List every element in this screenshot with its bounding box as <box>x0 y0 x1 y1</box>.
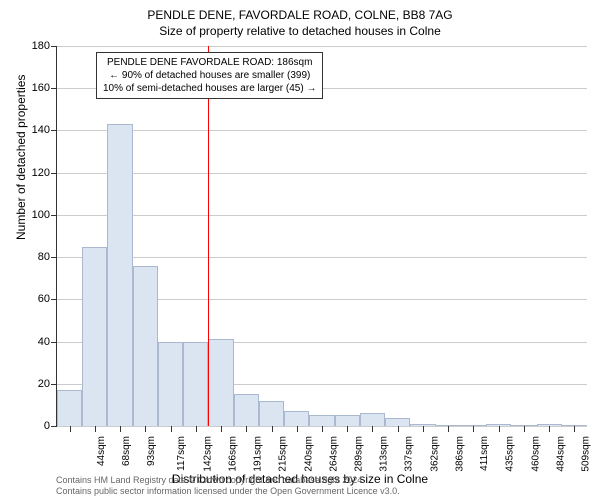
x-tick <box>95 426 96 432</box>
x-tick <box>70 426 71 432</box>
grid-line <box>57 130 587 131</box>
x-tick-label: 191sqm <box>253 436 264 472</box>
x-tick-label: 386sqm <box>455 436 466 472</box>
y-tick-label: 120 <box>32 167 50 179</box>
histogram-bar <box>335 415 360 426</box>
x-tick <box>574 426 575 432</box>
x-tick <box>423 426 424 432</box>
x-tick-label: 264sqm <box>328 436 339 472</box>
footer-line-1: Contains HM Land Registry data © Crown c… <box>56 475 400 487</box>
x-tick <box>524 426 525 432</box>
y-axis-title: Number of detached properties <box>14 75 28 240</box>
x-tick <box>272 426 273 432</box>
x-tick <box>372 426 373 432</box>
x-tick <box>297 426 298 432</box>
y-tick <box>51 88 57 89</box>
histogram-bar <box>234 394 259 426</box>
x-tick-label: 337sqm <box>404 436 415 472</box>
histogram-bar <box>82 247 107 426</box>
annotation-line-1: PENDLE DENE FAVORDALE ROAD: 186sqm <box>103 56 316 69</box>
chart-plot-area: 02040608010012014016018044sqm68sqm93sqm1… <box>56 46 586 426</box>
x-tick-label: 215sqm <box>278 436 289 472</box>
histogram-bar <box>284 411 309 426</box>
footer-attribution: Contains HM Land Registry data © Crown c… <box>56 475 400 498</box>
y-tick-label: 100 <box>32 209 50 221</box>
y-tick-label: 20 <box>38 378 50 390</box>
x-tick-label: 313sqm <box>379 436 390 472</box>
x-tick-label: 289sqm <box>354 436 365 472</box>
y-tick-label: 40 <box>38 336 50 348</box>
x-tick-label: 142sqm <box>202 436 213 472</box>
y-tick-label: 0 <box>44 420 50 432</box>
marker-line <box>208 46 209 426</box>
histogram-bar <box>385 418 410 426</box>
x-tick-label: 117sqm <box>176 436 187 471</box>
y-tick <box>51 46 57 47</box>
x-tick <box>499 426 500 432</box>
histogram-bar <box>259 401 284 426</box>
histogram-bar <box>360 413 385 426</box>
grid-line <box>57 173 587 174</box>
histogram-bar <box>57 390 82 426</box>
histogram-bar <box>183 342 208 426</box>
x-tick-label: 240sqm <box>303 436 314 472</box>
x-tick-label: 509sqm <box>581 436 592 472</box>
histogram-bar <box>107 124 132 426</box>
footer-line-2: Contains public sector information licen… <box>56 486 400 498</box>
x-tick-label: 44sqm <box>96 436 107 466</box>
histogram-bar <box>133 266 158 426</box>
y-tick <box>51 130 57 131</box>
x-tick <box>171 426 172 432</box>
y-tick-label: 80 <box>38 251 50 263</box>
x-tick <box>221 426 222 432</box>
y-tick-label: 180 <box>32 40 50 52</box>
grid-line <box>57 46 587 47</box>
histogram-bar <box>208 339 233 426</box>
x-tick-label: 411sqm <box>479 436 490 471</box>
histogram-bar <box>158 342 183 426</box>
y-tick <box>51 342 57 343</box>
y-tick-label: 140 <box>32 124 50 136</box>
x-tick-label: 362sqm <box>429 436 440 472</box>
x-tick <box>145 426 146 432</box>
x-tick-label: 166sqm <box>227 436 238 472</box>
chart-subtitle: Size of property relative to detached ho… <box>0 24 600 38</box>
grid-line <box>57 215 587 216</box>
annotation-line-3: 10% of semi-detached houses are larger (… <box>103 82 316 95</box>
x-tick <box>120 426 121 432</box>
annotation-line-2: ← 90% of detached houses are smaller (39… <box>103 69 316 82</box>
x-tick-label: 93sqm <box>146 436 157 466</box>
y-tick <box>51 215 57 216</box>
y-tick-label: 60 <box>38 293 50 305</box>
x-tick <box>398 426 399 432</box>
x-tick <box>473 426 474 432</box>
x-tick <box>196 426 197 432</box>
y-tick <box>51 384 57 385</box>
y-tick <box>51 426 57 427</box>
y-tick <box>51 299 57 300</box>
x-tick <box>549 426 550 432</box>
x-tick-label: 484sqm <box>555 436 566 472</box>
annotation-box: PENDLE DENE FAVORDALE ROAD: 186sqm ← 90%… <box>96 52 323 99</box>
x-tick <box>448 426 449 432</box>
x-tick <box>347 426 348 432</box>
x-tick-label: 460sqm <box>530 436 541 472</box>
x-tick <box>246 426 247 432</box>
y-tick <box>51 257 57 258</box>
x-tick-label: 68sqm <box>121 436 132 466</box>
y-tick <box>51 173 57 174</box>
chart-title: PENDLE DENE, FAVORDALE ROAD, COLNE, BB8 … <box>0 0 600 22</box>
x-tick <box>322 426 323 432</box>
histogram-bar <box>309 415 334 426</box>
grid-line <box>57 257 587 258</box>
x-tick-label: 435sqm <box>505 436 516 472</box>
y-tick-label: 160 <box>32 82 50 94</box>
